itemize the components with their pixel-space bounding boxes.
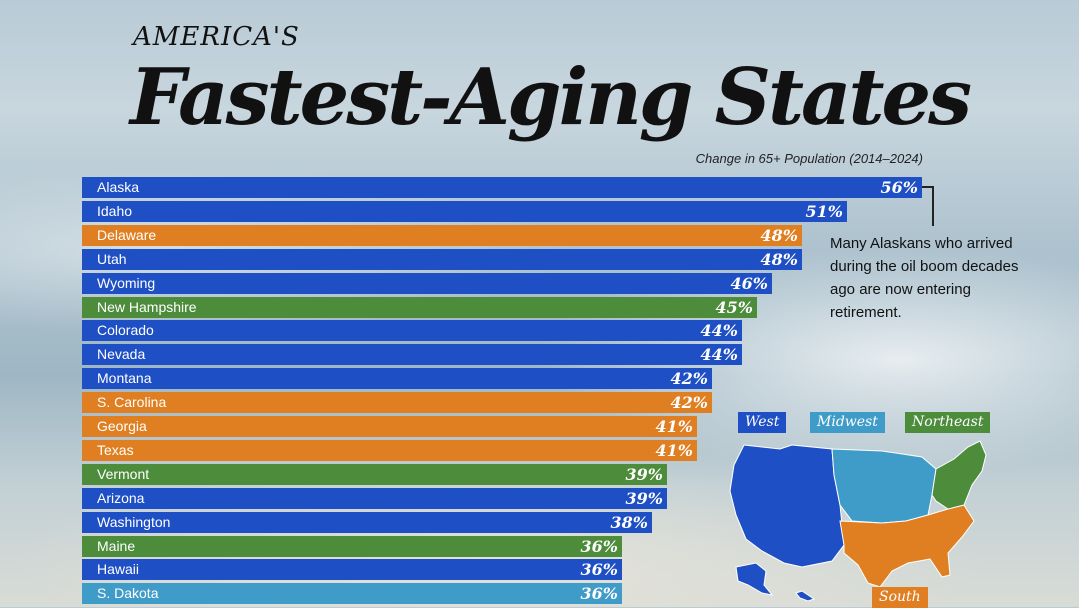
bar-label: Texas	[97, 441, 134, 458]
bar-value-label: 51%	[805, 201, 843, 221]
bar-value-label: 48%	[760, 249, 798, 269]
bar-value-label: 38%	[610, 512, 648, 532]
map-region-midwest	[831, 448, 937, 524]
bar-georgia	[82, 416, 697, 437]
bar-label: Maine	[97, 537, 136, 554]
legend-south: South	[872, 587, 928, 608]
us-region-map	[729, 440, 987, 602]
bar-value-label: 56%	[880, 178, 918, 197]
bar-label: Alaska	[97, 179, 140, 195]
bar-colorado	[82, 320, 742, 342]
bar-idaho	[82, 200, 847, 222]
chart-subtitle: Change in 65+ Population (2014–2024)	[695, 151, 923, 166]
bar-label: S. Carolina	[97, 394, 167, 411]
bar-s-dakota	[82, 583, 622, 605]
bar-label: Arizona	[97, 489, 145, 506]
chart-title: Fastest-Aging States	[130, 52, 972, 143]
bar-value-label: 39%	[625, 488, 663, 508]
bar-maine	[82, 535, 622, 557]
bar-label: Vermont	[97, 465, 150, 482]
annotation-connector-v	[932, 186, 934, 226]
bar-label: Montana	[97, 370, 152, 387]
map-region-south	[839, 504, 975, 588]
annotation-text: Many Alaskans who arrived during the oil…	[830, 235, 1019, 321]
bar-new-hampshire	[82, 296, 757, 318]
bar-value-label: 36%	[580, 536, 618, 556]
bar-value-label: 36%	[580, 584, 618, 604]
bar-vermont	[82, 463, 667, 485]
bar-nevada	[82, 344, 742, 366]
legend-midwest: Midwest	[810, 412, 885, 433]
bar-label: Colorado	[97, 322, 154, 339]
map-region-northeast	[931, 440, 987, 510]
bar-utah	[82, 248, 802, 270]
bar-value-label: 39%	[625, 464, 663, 484]
bar-value-label: 36%	[580, 560, 618, 580]
bar-value-label: 44%	[700, 321, 738, 341]
bar-value-label: 41%	[655, 417, 693, 436]
bar-label: S. Dakota	[97, 585, 159, 602]
bar-label: New Hampshire	[97, 298, 197, 315]
bar-wyoming	[82, 272, 772, 294]
bar-value-label: 46%	[730, 273, 768, 293]
bar-hawaii	[82, 559, 622, 581]
bar-label: Nevada	[97, 346, 146, 363]
bar-label: Idaho	[97, 202, 133, 219]
bar-label: Delaware	[97, 226, 157, 243]
bar-label: Utah	[97, 250, 127, 267]
annotation-connector-h	[922, 186, 934, 188]
bar-value-label: 42%	[670, 393, 708, 413]
bar-value-label: 44%	[700, 345, 738, 365]
bar-montana	[82, 368, 712, 390]
chart-kicker: AMERICA'S	[133, 22, 300, 52]
bar-s-carolina	[82, 392, 712, 414]
map-alaska	[735, 562, 774, 596]
bar-alaska	[82, 177, 922, 198]
bar-delaware	[82, 224, 802, 246]
map-region-west	[729, 444, 845, 568]
map-hawaii	[795, 590, 816, 602]
bar-label: Hawaii	[97, 561, 140, 578]
bar-washington	[82, 511, 652, 533]
bar-label: Washington	[97, 513, 171, 530]
legend-northeast: Northeast	[905, 412, 991, 433]
bar-arizona	[82, 487, 667, 509]
bar-texas	[82, 439, 697, 461]
bar-label: Wyoming	[97, 274, 156, 291]
legend-west: West	[738, 412, 787, 433]
bar-value-label: 48%	[760, 225, 798, 245]
bar-value-label: 41%	[655, 440, 693, 460]
bar-label: Georgia	[97, 418, 147, 434]
bar-value-label: 45%	[715, 297, 753, 317]
bar-value-label: 42%	[670, 369, 708, 389]
